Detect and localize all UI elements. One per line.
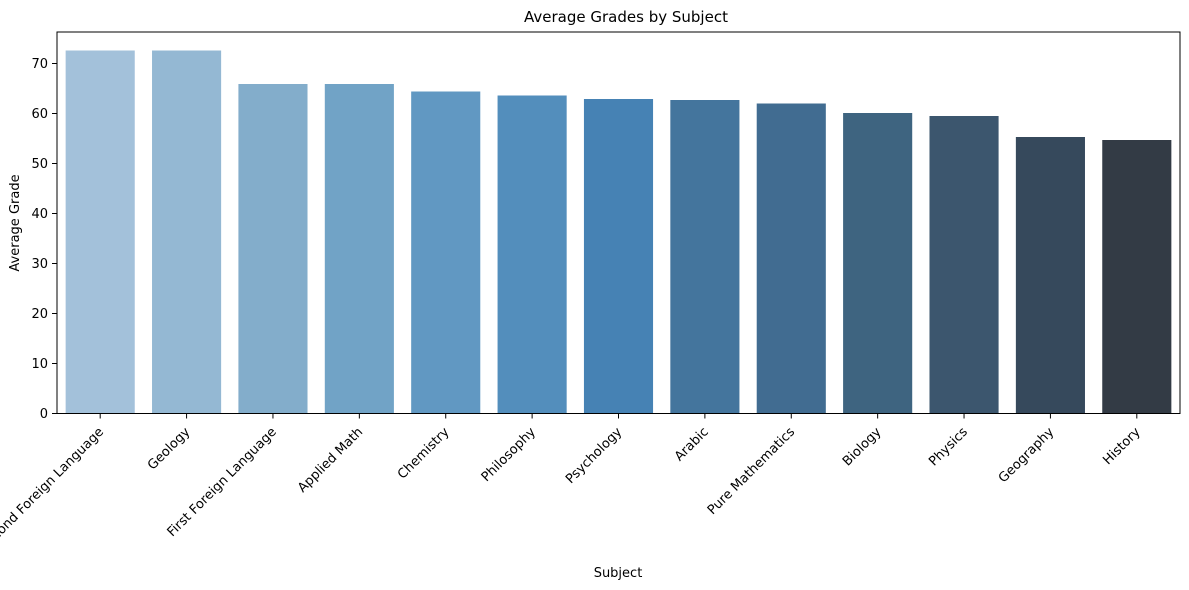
x-tick-label: Psychology [563,425,625,487]
bar-geography [1015,137,1085,414]
y-axis-label: Average Grade [8,174,23,271]
bar-chemistry [411,91,481,414]
bar-second-foreign-language [65,50,135,414]
y-axis: 0 10 20 30 40 50 60 70 [31,57,57,422]
bar-pure-mathematics [756,103,826,414]
chart-title: Average Grades by Subject [524,8,728,26]
bar-first-foreign-language [238,84,308,414]
y-tick-label: 60 [31,107,48,122]
x-tick-label: Geography [996,425,1058,487]
y-tick-label: 10 [31,357,48,372]
bar-geology [152,50,222,414]
x-tick-label: Chemistry [395,425,453,483]
bar-history [1102,140,1172,414]
bar-philosophy [497,95,567,414]
bars-group [65,50,1172,414]
bar-physics [929,116,999,414]
x-tick-label: History [1100,425,1144,469]
y-tick-label: 70 [31,57,48,72]
y-tick-label: 30 [31,257,48,272]
x-tick-label: Arabic [672,425,712,465]
x-tick-label: Biology [840,425,885,470]
bar-biology [843,113,913,414]
bar-applied-math [324,84,394,414]
y-tick-label: 20 [31,307,48,322]
x-tick-label: Pure Mathematics [705,425,798,518]
y-tick-label: 0 [40,407,48,422]
x-tick-label: Philosophy [479,425,539,485]
bar-arabic [670,100,740,414]
x-axis-label: Subject [594,566,643,581]
plot-frame [56,31,1181,414]
y-tick-label: 50 [31,157,48,172]
x-tick-label: Geology [145,425,194,474]
y-tick-label: 40 [31,207,48,222]
x-tick-label: Second Foreign Language [0,425,107,555]
x-tick-label: Applied Math [295,425,366,496]
x-tick-label: Physics [926,425,971,470]
bar-psychology [583,99,654,414]
